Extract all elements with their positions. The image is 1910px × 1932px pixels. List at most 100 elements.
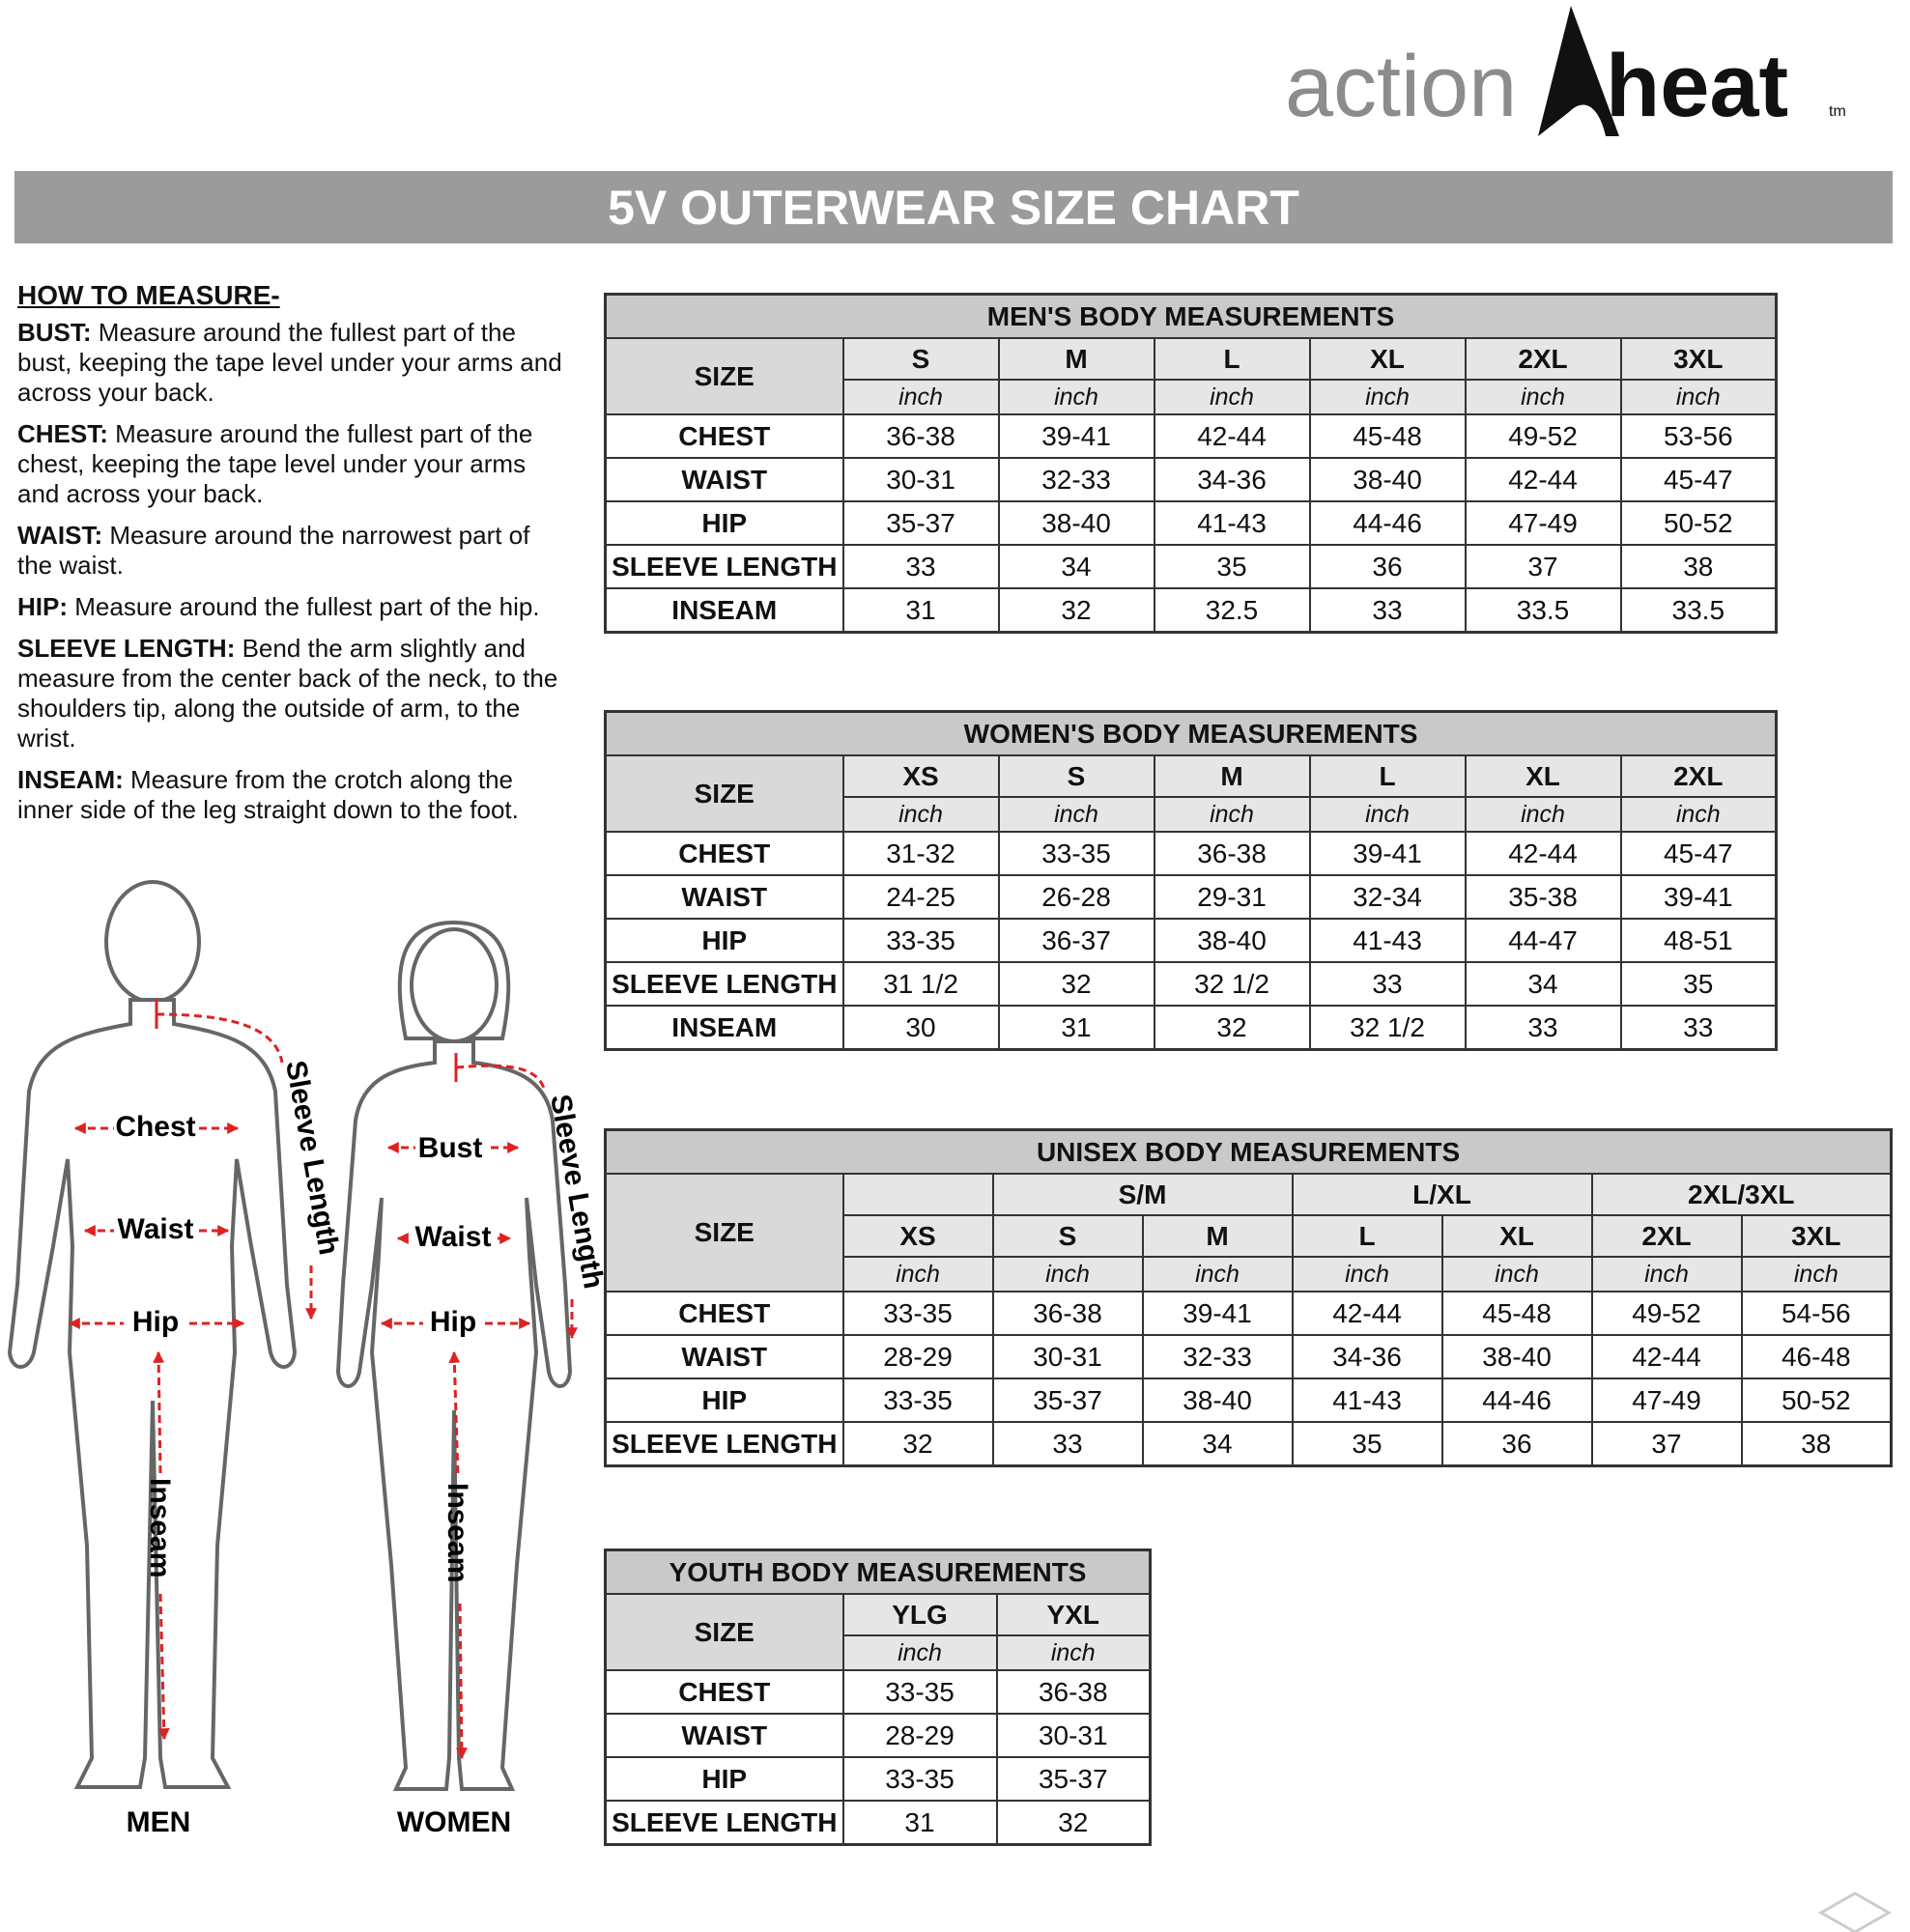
value-cell: 44-46	[1440, 1378, 1593, 1423]
row-label: WAIST	[604, 874, 844, 920]
value-cell: 32	[1153, 1005, 1311, 1051]
size-cell: L	[1308, 754, 1467, 798]
title-row: YOUTH BODY MEASUREMENTS	[604, 1548, 1152, 1595]
value-cell: 38-40	[1308, 457, 1467, 502]
title-bar	[14, 171, 1893, 243]
youth-table: YOUTH BODY MEASUREMENTS SIZE YLG YXL inch inc…	[604, 1548, 1153, 1846]
unit-cell: inch	[997, 379, 1155, 415]
row-label: INSEAM	[604, 1005, 844, 1051]
men-sleeve-label: Sleeve Length	[279, 1058, 345, 1257]
brand-left: action	[1285, 39, 1517, 135]
size-cell: 2XL	[1464, 337, 1622, 381]
value-cell: 32.5	[1153, 587, 1311, 634]
value-cell: 31	[841, 1800, 998, 1846]
value-cell: 45-47	[1619, 457, 1778, 502]
value-cell: 30-31	[841, 457, 1000, 502]
value-cell: 45-47	[1619, 831, 1778, 876]
data-row: HIP 35-37 38-40 41-43 44-46 47-49 50-52	[604, 500, 1778, 546]
value-cell: 41-43	[1291, 1378, 1443, 1423]
value-cell: 37	[1590, 1421, 1743, 1467]
data-row: SLEEVE LENGTH 32 33 34 35 36 37 38	[604, 1421, 1893, 1467]
value-cell: 24-25	[841, 874, 1000, 920]
row-label: HIP	[604, 1756, 844, 1802]
title-row: UNISEX BODY MEASUREMENTS	[604, 1128, 1893, 1175]
row-label: INSEAM	[604, 587, 844, 634]
brand-right: heat	[1606, 37, 1788, 135]
measure-item: BUST: Measure around the fullest part of…	[17, 318, 570, 408]
value-cell: 35	[1153, 544, 1311, 589]
value-cell: 33.5	[1619, 587, 1778, 634]
value-cell: 34	[1464, 961, 1622, 1007]
value-cell: 35-37	[991, 1378, 1144, 1423]
value-cell: 36-38	[991, 1291, 1144, 1336]
table-title: UNISEX BODY MEASUREMENTS	[604, 1128, 1893, 1175]
value-cell: 35-37	[995, 1756, 1152, 1802]
value-cell: 34-36	[1291, 1334, 1443, 1379]
value-cell: 47-49	[1464, 500, 1622, 546]
unit-cell: inch	[1153, 796, 1311, 833]
measure-term: WAIST:	[17, 521, 103, 550]
value-cell: 32 1/2	[1308, 1005, 1467, 1051]
value-cell: 39-41	[997, 413, 1155, 459]
measure-item: HIP: Measure around the fullest part of …	[17, 592, 570, 622]
value-cell: 41-43	[1308, 918, 1467, 963]
value-cell: 49-52	[1464, 413, 1622, 459]
value-cell: 33	[1619, 1005, 1778, 1051]
size-header-row: SIZE S M L XL 2XL 3XL	[604, 337, 1778, 415]
unit-cell: inch	[841, 796, 1000, 833]
size-cell: XL	[1308, 337, 1467, 381]
unit-cell: inch	[1308, 379, 1467, 415]
value-cell: 48-51	[1619, 918, 1778, 963]
corner-icon	[1817, 1891, 1893, 1932]
row-label: WAIST	[604, 457, 844, 502]
data-row: INSEAM 30 31 32 32 1/2 33 33	[604, 1005, 1778, 1051]
value-cell: 32	[997, 587, 1155, 634]
value-cell: 32	[841, 1421, 994, 1467]
size-cell: 2XL	[1590, 1214, 1743, 1258]
value-cell: 34	[1141, 1421, 1294, 1467]
value-cell: 42-44	[1590, 1334, 1743, 1379]
unit-cell: inch	[1308, 796, 1467, 833]
value-cell: 38-40	[1440, 1334, 1593, 1379]
value-cell: 35	[1291, 1421, 1443, 1467]
measure-item: CHEST: Measure around the fullest part o…	[17, 419, 570, 509]
value-cell: 32	[995, 1800, 1152, 1846]
value-cell: 44-47	[1464, 918, 1622, 963]
women-table: WOMEN'S BODY MEASUREMENTS SIZE XS S M L XL 2XL i…	[604, 710, 1779, 1051]
size-cell: YLG	[841, 1593, 998, 1636]
measure-text: Bend the arm slightly and measure from t…	[17, 634, 558, 753]
value-cell: 37	[1464, 544, 1622, 589]
size-label: SIZE	[604, 754, 844, 833]
value-cell: 36-38	[1153, 831, 1311, 876]
data-row: HIP 33-35 36-37 38-40 41-43 44-47 48-51	[604, 918, 1778, 963]
row-label: SLEEVE LENGTH	[604, 544, 844, 589]
value-cell: 35	[1619, 961, 1778, 1007]
value-cell: 32-33	[1141, 1334, 1294, 1379]
row-label: HIP	[604, 1378, 844, 1423]
size-group: 2XL/3XL	[1590, 1173, 1893, 1216]
unit-row: inch inch inch inch inch inch	[606, 796, 1778, 833]
size-header-row: SIZE S/M L/XL 2XL/3XL	[604, 1173, 1893, 1293]
row-label: WAIST	[604, 1713, 844, 1758]
measure-term: HIP:	[17, 592, 68, 621]
data-row: CHEST 33-35 36-38 39-41 42-44 45-48 49-52 54-56	[604, 1291, 1893, 1336]
value-cell: 36	[1440, 1421, 1593, 1467]
value-cell: 36	[1308, 544, 1467, 589]
data-row: INSEAM 31 32 32.5 33 33.5 33.5	[604, 587, 1778, 634]
measure-text: Measure around the fullest part of the h…	[74, 592, 540, 621]
row-label: SLEEVE LENGTH	[604, 961, 844, 1007]
row-label: CHEST	[604, 1291, 844, 1336]
value-cell: 28-29	[841, 1334, 994, 1379]
size-group	[841, 1173, 994, 1216]
size-group: L/XL	[1291, 1173, 1593, 1216]
size-header-row: SIZE YLG YXL	[604, 1593, 1152, 1671]
measure-item: INSEAM: Measure from the crotch along th…	[17, 765, 570, 825]
men-figure	[7, 880, 298, 1789]
data-row: WAIST 28-29 30-31	[604, 1713, 1152, 1758]
row-label: HIP	[604, 500, 844, 546]
table-title: WOMEN'S BODY MEASUREMENTS	[604, 710, 1778, 756]
men-table: MEN'S BODY MEASUREMENTS SIZE S M L XL 2XL 3XL in…	[604, 293, 1779, 634]
size-cell: XL	[1440, 1214, 1593, 1258]
value-cell: 30-31	[991, 1334, 1144, 1379]
